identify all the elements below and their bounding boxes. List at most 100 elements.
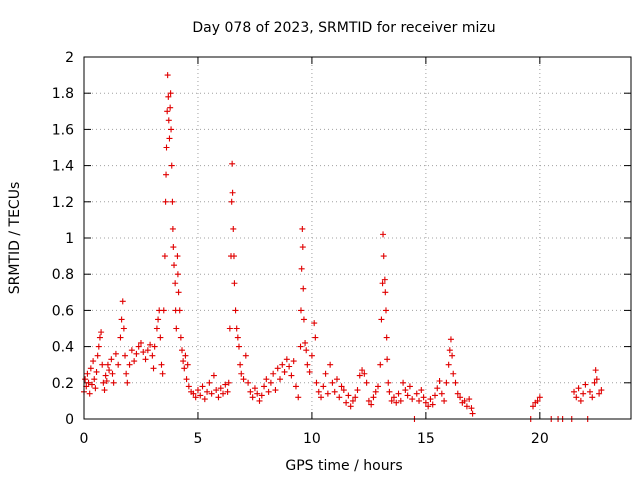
data-point bbox=[109, 370, 116, 377]
data-point bbox=[95, 343, 102, 350]
data-point bbox=[150, 365, 157, 372]
data-point bbox=[400, 379, 407, 386]
data-point bbox=[101, 387, 108, 394]
data-point bbox=[204, 388, 211, 395]
data-point bbox=[468, 405, 475, 412]
data-point bbox=[168, 162, 175, 169]
data-point bbox=[596, 390, 603, 397]
data-point bbox=[431, 392, 438, 399]
data-point bbox=[365, 397, 372, 404]
data-point bbox=[176, 307, 183, 314]
x-tick-label: 10 bbox=[303, 431, 321, 447]
axis-ticks: 00.20.40.60.811.21.41.61.820 5 10 15 20 bbox=[52, 50, 631, 447]
data-point bbox=[120, 325, 127, 332]
data-point bbox=[375, 383, 382, 390]
data-point bbox=[283, 356, 290, 363]
data-point bbox=[372, 388, 379, 395]
data-point bbox=[217, 385, 224, 392]
data-point bbox=[251, 385, 258, 392]
data-point bbox=[247, 388, 254, 395]
data-point bbox=[427, 396, 434, 403]
data-point bbox=[133, 350, 140, 357]
data-point bbox=[333, 376, 340, 383]
data-point bbox=[536, 394, 543, 401]
data-point bbox=[382, 289, 389, 296]
data-point bbox=[438, 390, 445, 397]
data-point bbox=[404, 392, 411, 399]
data-point bbox=[235, 343, 242, 350]
data-point bbox=[452, 379, 459, 386]
data-point bbox=[286, 363, 293, 370]
data-point bbox=[181, 365, 188, 372]
data-point bbox=[194, 387, 201, 394]
chart-title: Day 078 of 2023, SRMTID for receiver miz… bbox=[192, 20, 495, 36]
data-point bbox=[249, 394, 256, 401]
data-point bbox=[84, 370, 91, 377]
data-point bbox=[165, 93, 172, 100]
data-point bbox=[108, 356, 115, 363]
data-point bbox=[161, 253, 168, 260]
data-point bbox=[381, 276, 388, 283]
data-point bbox=[354, 387, 361, 394]
data-point bbox=[422, 399, 429, 406]
data-point bbox=[172, 280, 179, 287]
data-point bbox=[124, 379, 131, 386]
data-point bbox=[230, 225, 237, 232]
data-point bbox=[382, 307, 389, 314]
data-point bbox=[151, 343, 158, 350]
data-point bbox=[322, 370, 329, 377]
data-point bbox=[237, 361, 244, 368]
data-point bbox=[397, 397, 404, 404]
data-point bbox=[103, 377, 110, 384]
data-point bbox=[226, 325, 233, 332]
data-point bbox=[586, 388, 593, 395]
data-point bbox=[91, 376, 98, 383]
data-point bbox=[380, 231, 387, 238]
data-point bbox=[220, 390, 227, 397]
data-point bbox=[157, 334, 164, 341]
data-point bbox=[300, 316, 307, 323]
x-tick-label: 5 bbox=[193, 431, 202, 447]
data-point bbox=[288, 372, 295, 379]
grid-lines bbox=[84, 57, 631, 419]
data-point bbox=[446, 347, 453, 354]
data-point bbox=[274, 365, 281, 372]
data-point bbox=[418, 387, 425, 394]
data-point bbox=[466, 396, 473, 403]
data-point bbox=[299, 225, 306, 232]
data-point bbox=[256, 397, 263, 404]
data-point bbox=[409, 396, 416, 403]
y-tick-label: 1.6 bbox=[52, 122, 74, 138]
data-point bbox=[182, 352, 189, 359]
x-axis-label: GPS time / hours bbox=[285, 458, 402, 474]
data-point bbox=[580, 390, 587, 397]
data-point bbox=[137, 339, 144, 346]
data-point bbox=[117, 334, 124, 341]
data-point bbox=[436, 377, 443, 384]
data-point bbox=[529, 403, 536, 410]
data-point bbox=[163, 144, 170, 151]
data-point bbox=[183, 376, 190, 383]
data-point bbox=[343, 399, 350, 406]
data-point bbox=[383, 334, 390, 341]
data-point bbox=[102, 372, 109, 379]
data-point bbox=[177, 334, 184, 341]
data-point bbox=[206, 379, 213, 386]
data-point bbox=[158, 361, 165, 368]
data-point bbox=[454, 390, 461, 397]
data-point bbox=[128, 347, 135, 354]
data-point bbox=[461, 397, 468, 404]
data-point bbox=[589, 394, 596, 401]
data-point bbox=[277, 376, 284, 383]
data-point bbox=[118, 316, 125, 323]
data-point bbox=[169, 198, 176, 205]
data-point bbox=[573, 394, 580, 401]
data-point bbox=[190, 390, 197, 397]
data-point bbox=[308, 352, 315, 359]
data-point bbox=[303, 347, 310, 354]
data-point bbox=[469, 410, 476, 417]
data-point bbox=[99, 361, 106, 368]
data-point bbox=[378, 316, 385, 323]
data-point bbox=[104, 361, 111, 368]
